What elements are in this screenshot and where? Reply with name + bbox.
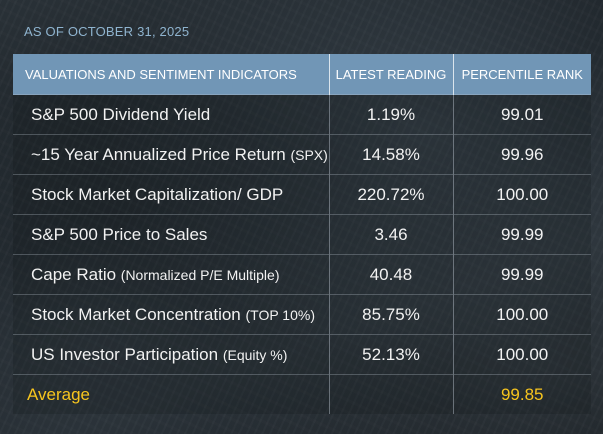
indicators-table: VALUATIONS AND SENTIMENT INDICATORS LATE… [13, 54, 591, 414]
latest-reading-cell: 85.75% [329, 294, 454, 335]
latest-reading-cell: 220.72% [329, 174, 454, 215]
indicator-label: Cape Ratio [31, 264, 121, 284]
table-row: Cape Ratio (Normalized P/E Multiple) 40.… [13, 254, 591, 295]
header-row: VALUATIONS AND SENTIMENT INDICATORS LATE… [13, 54, 591, 95]
percentile-rank-cell: 99.96 [453, 134, 591, 175]
percentile-rank-cell: 100.00 [453, 174, 591, 215]
indicator-label: S&P 500 Dividend Yield [31, 104, 211, 124]
latest-reading-cell: 14.58% [329, 134, 454, 175]
indicator-qualifier: (SPX) [290, 146, 328, 163]
indicator-qualifier: (TOP 10%) [245, 306, 315, 323]
indicator-label: Stock Market Capitalization/ GDP [31, 184, 284, 204]
header-percentile-rank: PERCENTILE RANK [453, 54, 591, 95]
indicator-label: S&P 500 Price to Sales [31, 224, 208, 244]
indicator-qualifier: (Equity %) [222, 346, 288, 363]
percentile-rank-cell: 99.99 [453, 214, 591, 255]
table-row: US Investor Participation (Equity %) 52.… [13, 334, 591, 375]
indicator-label: ~15 Year Annualized Price Return [31, 144, 291, 164]
latest-reading-cell: 1.19% [329, 94, 454, 135]
table-body: S&P 500 Dividend Yield 1.19% 99.01 ~15 Y… [13, 94, 591, 414]
average-rank-cell: 99.85 [453, 374, 591, 414]
indicator-cell: Stock Market Concentration (TOP 10%) [13, 294, 330, 335]
indicator-cell: Stock Market Capitalization/ GDP [13, 174, 330, 215]
table-row: Stock Market Concentration (TOP 10%) 85.… [13, 294, 591, 335]
indicator-cell: S&P 500 Price to Sales [13, 214, 330, 255]
table-row: ~15 Year Annualized Price Return (SPX) 1… [13, 134, 591, 175]
header-latest-reading: LATEST READING [329, 54, 454, 95]
percentile-rank-cell: 99.01 [453, 94, 591, 135]
table-row: S&P 500 Dividend Yield 1.19% 99.01 [13, 94, 591, 135]
indicator-cell: ~15 Year Annualized Price Return (SPX) [13, 134, 330, 175]
latest-reading-cell: 52.13% [329, 334, 454, 375]
percentile-rank-cell: 99.99 [453, 254, 591, 295]
as-of-date: AS OF OCTOBER 31, 2025 [24, 24, 190, 39]
percentile-rank-cell: 100.00 [453, 334, 591, 375]
indicator-qualifier: (Normalized P/E Multiple) [120, 266, 280, 283]
average-label: Average [13, 374, 330, 414]
table-row: Stock Market Capitalization/ GDP 220.72%… [13, 174, 591, 215]
latest-reading-cell: 40.48 [329, 254, 454, 295]
average-row: Average 99.85 [13, 374, 591, 414]
table-row: S&P 500 Price to Sales 3.46 99.99 [13, 214, 591, 255]
indicator-label: Stock Market Concentration [31, 304, 246, 324]
indicator-cell: US Investor Participation (Equity %) [13, 334, 330, 375]
indicator-label: US Investor Participation [31, 344, 223, 364]
header-indicator: VALUATIONS AND SENTIMENT INDICATORS [13, 54, 330, 95]
average-reading-cell [329, 374, 454, 414]
indicator-cell: Cape Ratio (Normalized P/E Multiple) [13, 254, 330, 295]
indicator-cell: S&P 500 Dividend Yield [13, 94, 330, 135]
latest-reading-cell: 3.46 [329, 214, 454, 255]
table-header: VALUATIONS AND SENTIMENT INDICATORS LATE… [13, 54, 591, 95]
percentile-rank-cell: 100.00 [453, 294, 591, 335]
